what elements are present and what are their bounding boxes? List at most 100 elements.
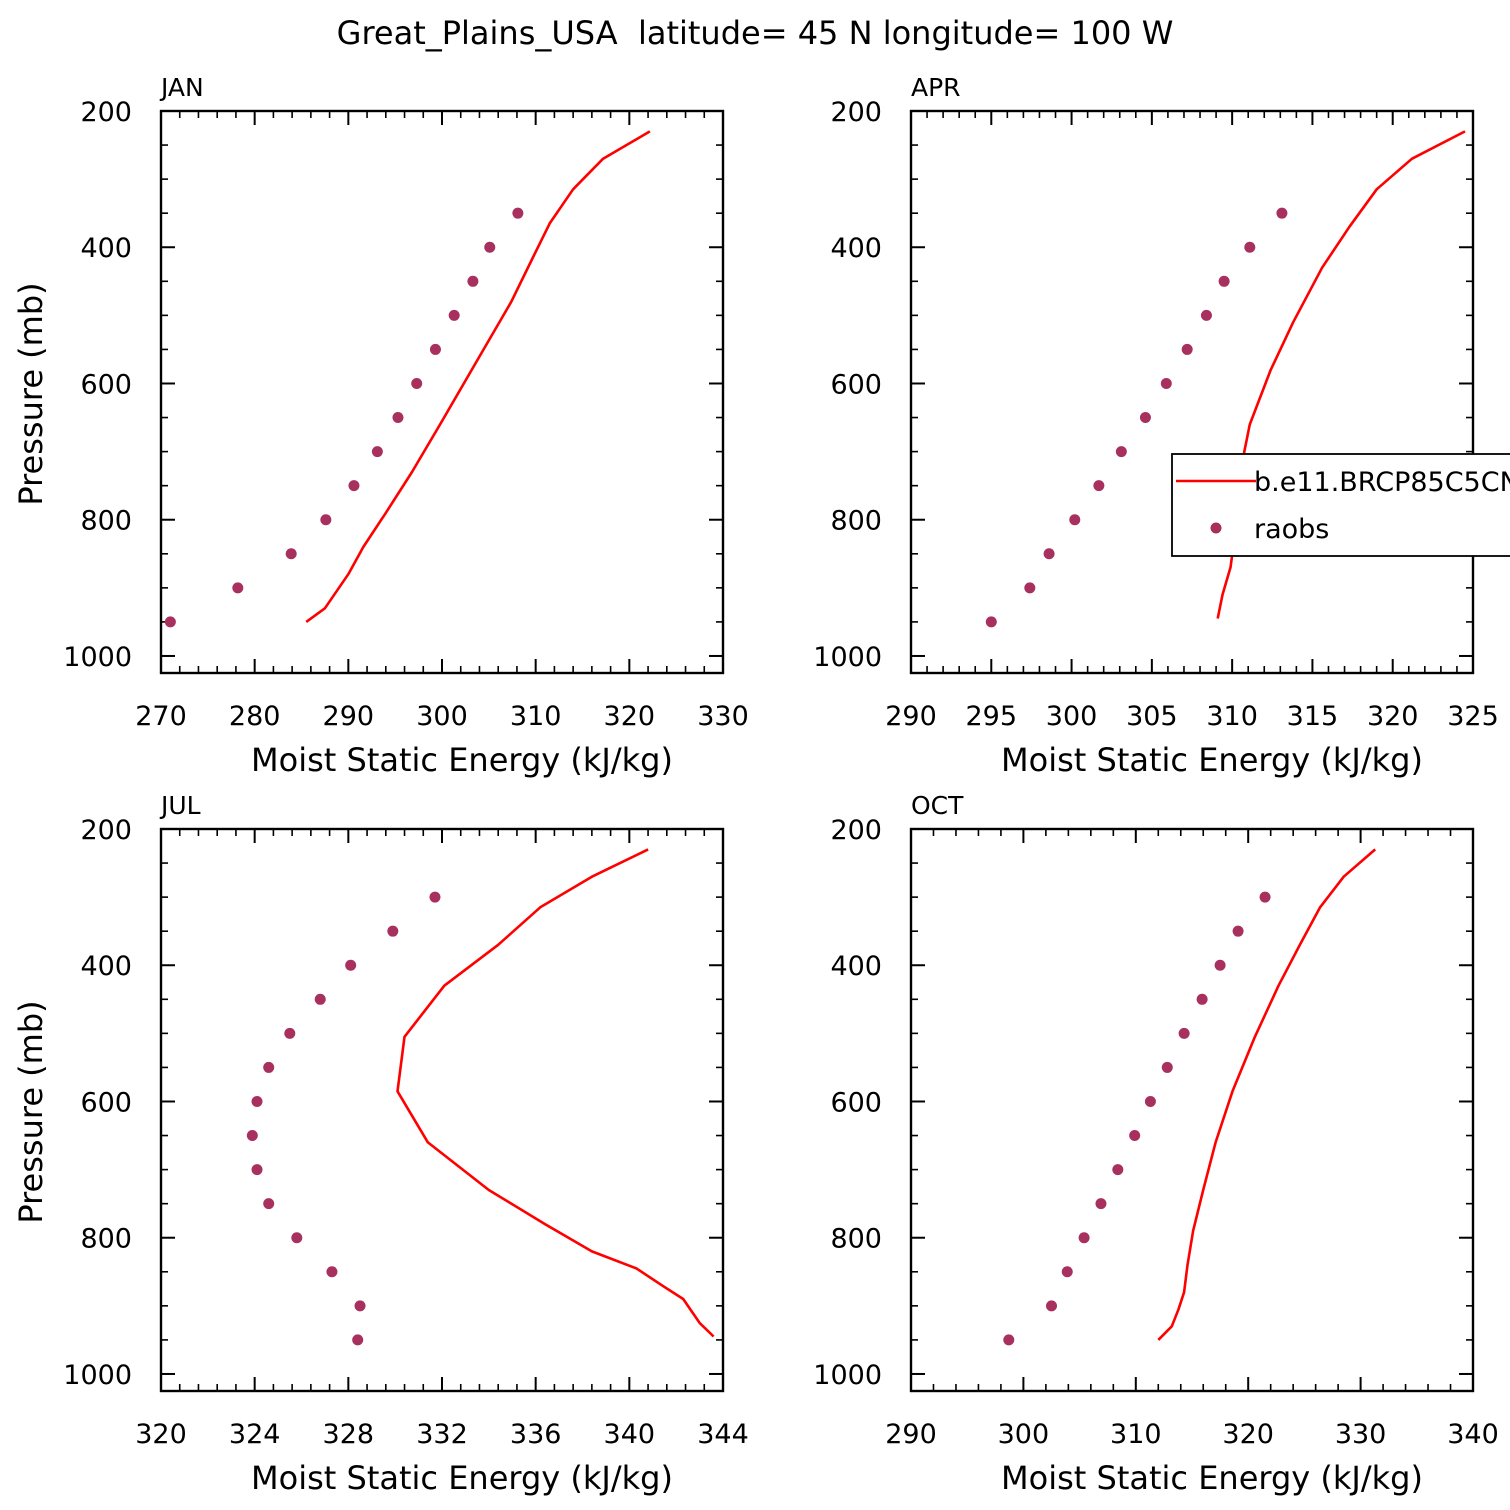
obs-point — [1144, 1095, 1156, 1107]
obs-point — [1093, 480, 1105, 492]
model-line — [1157, 848, 1377, 1341]
x-tick-label: 300 — [416, 701, 468, 732]
x-tick-label: 305 — [1126, 701, 1178, 732]
obs-point — [354, 1300, 366, 1312]
obs-point — [326, 1266, 338, 1278]
obs-point — [484, 241, 496, 253]
obs-point — [387, 925, 399, 937]
obs-point — [1046, 1300, 1057, 1312]
y-tick-label: 1000 — [63, 1360, 132, 1391]
y-tick-label: 400 — [830, 233, 882, 264]
obs-point — [291, 1232, 303, 1244]
obs-point — [1178, 1027, 1190, 1039]
legend-obs-swatch — [1210, 522, 1222, 534]
obs-point — [1160, 377, 1172, 389]
panel-jul: 320 324 328 332 336 340 344 200 400 600 800 1000 JUL… — [12, 791, 749, 1497]
x-tick-label: 320 — [604, 701, 656, 732]
obs-point — [1115, 446, 1127, 458]
obs-point — [246, 1130, 258, 1142]
plot-frame — [909, 109, 1475, 675]
y-tick-label: 800 — [830, 506, 882, 537]
x-tick-label: 310 — [510, 701, 562, 732]
y-tick-label: 400 — [830, 951, 882, 982]
x-tick-label: 328 — [323, 1419, 375, 1450]
x-tick-label: 290 — [885, 701, 937, 732]
obs-point — [411, 377, 423, 389]
y-tick-label: 600 — [830, 1087, 882, 1118]
obs-point — [429, 891, 441, 903]
obs-point — [1024, 582, 1036, 594]
x-tick-label: 290 — [885, 1419, 937, 1450]
x-tick-label: 280 — [229, 701, 281, 732]
obs-point — [164, 616, 176, 628]
obs-point — [467, 275, 479, 287]
y-tick-label: 1000 — [813, 642, 882, 673]
obs-point — [1069, 514, 1081, 526]
data-layer — [1003, 848, 1377, 1346]
x-tick-label: 324 — [229, 1419, 281, 1450]
obs-point — [232, 582, 244, 594]
model-line — [1216, 130, 1466, 619]
obs-point — [263, 1198, 275, 1210]
panel-jan: 270 280 290 300 310 320 330 200 400 600 800 1000 JAN… — [12, 73, 749, 779]
x-tick-label: 310 — [1206, 701, 1258, 732]
y-tick-label: 600 — [830, 369, 882, 400]
legend: b.e11.BRCP85C5CNBDRD.f09_g16.001raobs — [1171, 453, 1510, 557]
obs-point — [352, 1334, 364, 1346]
y-tick-label: 200 — [830, 97, 882, 128]
y-axis-label: Pressure (mb) — [12, 282, 50, 505]
x-tick-label: 330 — [1335, 1419, 1387, 1450]
x-tick-label: 344 — [697, 1419, 749, 1450]
y-tick-label: 400 — [80, 951, 132, 982]
y-tick-label: 400 — [80, 233, 132, 264]
obs-point — [1181, 343, 1193, 355]
y-tick-label: 800 — [80, 1224, 132, 1255]
data-layer — [246, 848, 715, 1346]
obs-point — [1196, 993, 1208, 1005]
plot-frame — [159, 109, 725, 675]
model-line — [396, 848, 715, 1338]
y-tick-label: 200 — [830, 815, 882, 846]
model-line — [305, 130, 651, 623]
panel-label: JUL — [159, 791, 201, 820]
x-tick-label: 320 — [1222, 1419, 1274, 1450]
x-tick-label: 315 — [1287, 701, 1339, 732]
x-tick-label: 300 — [1046, 701, 1098, 732]
obs-point — [1129, 1130, 1141, 1142]
obs-point — [348, 480, 360, 492]
x-tick-label: 295 — [966, 701, 1018, 732]
x-tick-label: 310 — [1110, 1419, 1162, 1450]
obs-point — [1078, 1232, 1090, 1244]
x-axis-label: Moist Static Energy (kJ/kg) — [1001, 1459, 1423, 1497]
obs-point — [284, 1027, 296, 1039]
x-axis-label: Moist Static Energy (kJ/kg) — [1001, 741, 1423, 779]
obs-point — [1244, 241, 1256, 253]
y-tick-label: 200 — [80, 97, 132, 128]
x-tick-label: 332 — [416, 1419, 468, 1450]
x-tick-label: 340 — [1447, 1419, 1499, 1450]
y-tick-label: 1000 — [63, 642, 132, 673]
panel-oct: 290 300 310 320 330 340 200 400 600 800 1000 OCT Moi… — [813, 791, 1498, 1497]
obs-point — [1003, 1334, 1015, 1346]
obs-point — [392, 412, 404, 424]
obs-point — [314, 993, 326, 1005]
obs-point — [512, 207, 524, 219]
data-layer — [985, 130, 1466, 628]
plot-frame — [159, 827, 725, 1393]
obs-point — [1276, 207, 1288, 219]
panel-apr: 290 295 300 305 310 315 320 325 200 400 600 800 1000… — [813, 73, 1510, 779]
x-tick-label: 325 — [1447, 701, 1499, 732]
y-tick-label: 1000 — [813, 1360, 882, 1391]
legend-obs-label: raobs — [1254, 514, 1329, 545]
y-tick-label: 600 — [80, 369, 132, 400]
obs-point — [251, 1095, 263, 1107]
panel-label: OCT — [911, 791, 964, 820]
x-axis-label: Moist Static Energy (kJ/kg) — [251, 1459, 673, 1497]
x-tick-label: 270 — [135, 701, 187, 732]
obs-point — [1218, 275, 1230, 287]
y-axis-label: Pressure (mb) — [12, 1000, 50, 1223]
obs-point — [285, 548, 297, 560]
x-tick-label: 320 — [135, 1419, 187, 1450]
legend-box — [1171, 453, 1510, 557]
